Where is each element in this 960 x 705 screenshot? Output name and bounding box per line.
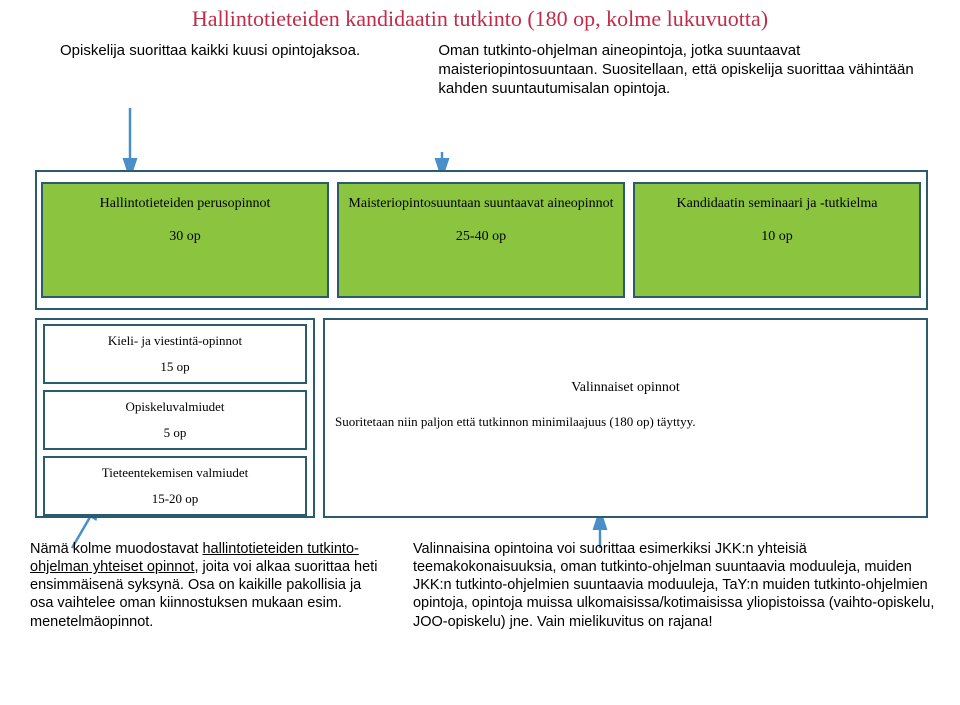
intro-right-text: Oman tutkinto-ohjelman aineopintoja, jot… (438, 42, 920, 98)
bottom-row: Nämä kolme muodostavat hallintotieteiden… (30, 540, 935, 631)
white-box-2-label: Tieteentekemisen valmiudet (49, 466, 301, 481)
green-box-0-label: Hallintotieteiden perusopinnot (49, 196, 321, 213)
white-box-0: Kieli- ja viestintä-opinnot 15 op (43, 324, 307, 384)
green-box-1-label: Maisteriopintosuuntaan suuntaavat aineop… (345, 196, 617, 213)
white-box-0-label: Kieli- ja viestintä-opinnot (49, 334, 301, 349)
green-box-2-credits: 10 op (641, 229, 913, 245)
green-box-2-label: Kandidaatin seminaari ja -tutkielma (641, 196, 913, 213)
white-box-1-credits: 5 op (49, 425, 301, 441)
bottom-left-prefix: Nämä kolme muodostavat (30, 541, 202, 557)
bottom-left-paragraph: Nämä kolme muodostavat hallintotieteiden… (30, 540, 383, 631)
valinnaiset-subtitle: Suoritetaan niin paljon että tutkinnon m… (335, 414, 915, 430)
intro-row: Opiskelija suorittaa kaikki kuusi opinto… (0, 32, 960, 104)
title-text: Hallintotieteiden kandidaatin tutkinto (… (192, 6, 768, 31)
white-box-1: Opiskeluvalmiudet 5 op (43, 390, 307, 450)
green-box-1: Maisteriopintosuuntaan suuntaavat aineop… (337, 182, 625, 298)
white-box-1-label: Opiskeluvalmiudet (49, 400, 301, 415)
bottom-right-paragraph: Valinnaisina opintoina voi suorittaa esi… (413, 540, 935, 631)
green-box-0-credits: 30 op (49, 229, 321, 245)
white-box-0-credits: 15 op (49, 359, 301, 375)
white-box-2: Tieteentekemisen valmiudet 15-20 op (43, 456, 307, 516)
green-box-1-credits: 25-40 op (345, 229, 617, 245)
white-box-2-credits: 15-20 op (49, 491, 301, 507)
green-box-2: Kandidaatin seminaari ja -tutkielma 10 o… (633, 182, 921, 298)
diagram: Hallintotieteiden perusopinnot 30 op Mai… (35, 170, 928, 520)
intro-left-text: Opiskelija suorittaa kaikki kuusi opinto… (60, 42, 438, 98)
valinnaiset-title: Valinnaiset opinnot (323, 380, 928, 396)
green-box-0: Hallintotieteiden perusopinnot 30 op (41, 182, 329, 298)
page-title: Hallintotieteiden kandidaatin tutkinto (… (0, 0, 960, 32)
